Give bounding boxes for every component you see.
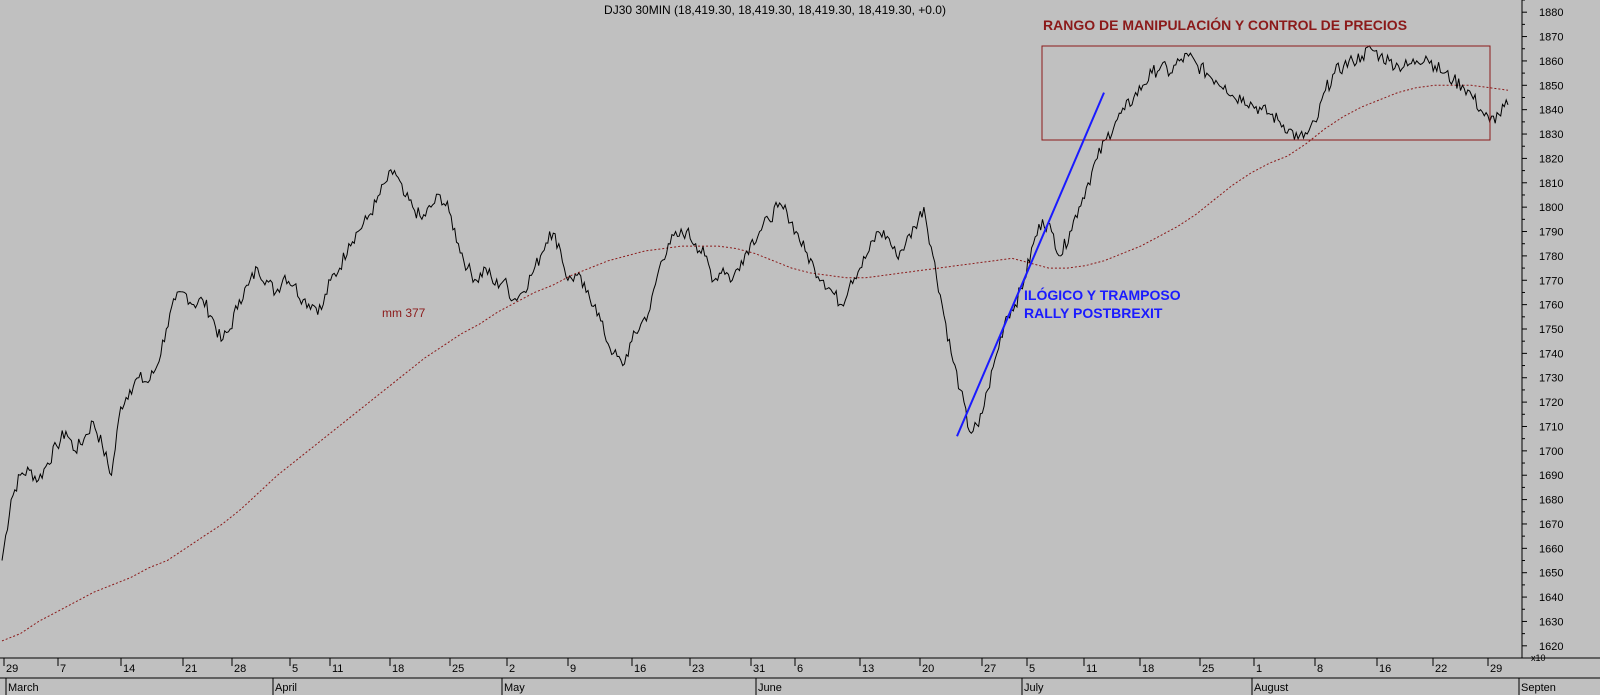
y-tick-label: 1800: [1539, 202, 1563, 214]
x-tick-label: 16: [1379, 663, 1391, 675]
y-tick-label: 1760: [1539, 300, 1563, 312]
x-tick-label: 27: [984, 663, 996, 675]
x-tick-label: 25: [452, 663, 464, 675]
y-tick-label: 1770: [1539, 275, 1563, 287]
x-tick-label: 11: [332, 663, 343, 675]
x-tick-label: 20: [922, 663, 934, 675]
month-label: Septen: [1521, 682, 1556, 694]
x-tick-label: 29: [6, 663, 18, 675]
y-tick-label: 1820: [1539, 153, 1563, 165]
x-tick-label: 6: [797, 663, 803, 675]
month-label: March: [8, 682, 39, 694]
x-tick-label: 13: [862, 663, 874, 675]
x-tick-label: 25: [1202, 663, 1214, 675]
month-label: June: [758, 682, 782, 694]
axis-multiplier-label: x10: [1531, 653, 1546, 663]
y-tick-label: 1750: [1539, 324, 1563, 336]
y-tick-label: 1640: [1539, 592, 1563, 604]
moving-average-line: [1, 84, 1509, 642]
x-tick-label: 9: [570, 663, 576, 675]
y-tick-label: 1630: [1539, 616, 1563, 628]
x-tick-label: 29: [1490, 663, 1502, 675]
x-tick-label: 1: [1256, 663, 1262, 675]
x-tick-label: 5: [1029, 663, 1035, 675]
moving-average-label: mm 377: [382, 306, 426, 320]
x-tick-label: 28: [234, 663, 246, 675]
rally-annotation-line1: ILÓGICO Y TRAMPOSO: [1024, 286, 1181, 303]
x-tick-label: 2: [509, 663, 515, 675]
moving-average-layer: mm 377: [1, 84, 1509, 642]
y-tick-label: 1880: [1539, 7, 1563, 19]
price-range-box: [1041, 45, 1491, 141]
y-tick-label: 1620: [1539, 641, 1563, 653]
month-label: July: [1024, 682, 1044, 694]
x-tick-label: 14: [123, 663, 135, 675]
y-tick-label: 1680: [1539, 495, 1563, 507]
y-tick-label: 1660: [1539, 543, 1563, 555]
x-tick-label: 7: [60, 663, 66, 675]
y-tick-label: 1850: [1539, 80, 1563, 92]
rally-annotation-line2: RALLY POSTBREXIT: [1024, 305, 1163, 321]
x-tick-label: 22: [1435, 663, 1447, 675]
month-label: April: [275, 682, 297, 694]
x-tick-label: 18: [392, 663, 404, 675]
y-tick-label: 1700: [1539, 446, 1563, 458]
price-layer: [1, 45, 1509, 561]
y-tick-label: 1650: [1539, 568, 1563, 580]
y-tick-label: 1690: [1539, 470, 1563, 482]
price-line: [1, 45, 1509, 561]
x-tick-label: 16: [634, 663, 646, 675]
x-tick-label: 21: [185, 663, 197, 675]
annotation-layer: RANGO DE MANIPULACIÓN Y CONTROL DE PRECI…: [956, 16, 1491, 437]
x-tick-label: 11: [1086, 663, 1097, 675]
y-tick-label: 1810: [1539, 178, 1563, 190]
y-tick-label: 1670: [1539, 519, 1563, 531]
y-tick-label: 1720: [1539, 397, 1563, 409]
x-tick-label: 23: [692, 663, 704, 675]
rally-trend-line: [956, 92, 1105, 437]
x-tick-label: 31: [753, 663, 765, 675]
range-annotation: RANGO DE MANIPULACIÓN Y CONTROL DE PRECI…: [1043, 16, 1407, 33]
y-tick-label: 1840: [1539, 105, 1563, 117]
y-tick-label: 1860: [1539, 56, 1563, 68]
y-tick-label: 1830: [1539, 129, 1563, 141]
y-tick-label: 1710: [1539, 421, 1563, 433]
y-tick-label: 1730: [1539, 373, 1563, 385]
y-tick-label: 1790: [1539, 227, 1563, 239]
x-tick-label: 8: [1317, 663, 1323, 675]
y-tick-label: 1740: [1539, 348, 1563, 360]
x-tick-label: 18: [1142, 663, 1154, 675]
month-label: August: [1254, 682, 1288, 694]
y-tick-label: 1780: [1539, 251, 1563, 263]
chart-title: DJ30 30MIN (18,419.30, 18,419.30, 18,419…: [604, 3, 946, 17]
month-label: May: [504, 682, 525, 694]
x-tick-label: 5: [292, 663, 298, 675]
y-tick-label: 1870: [1539, 32, 1563, 44]
